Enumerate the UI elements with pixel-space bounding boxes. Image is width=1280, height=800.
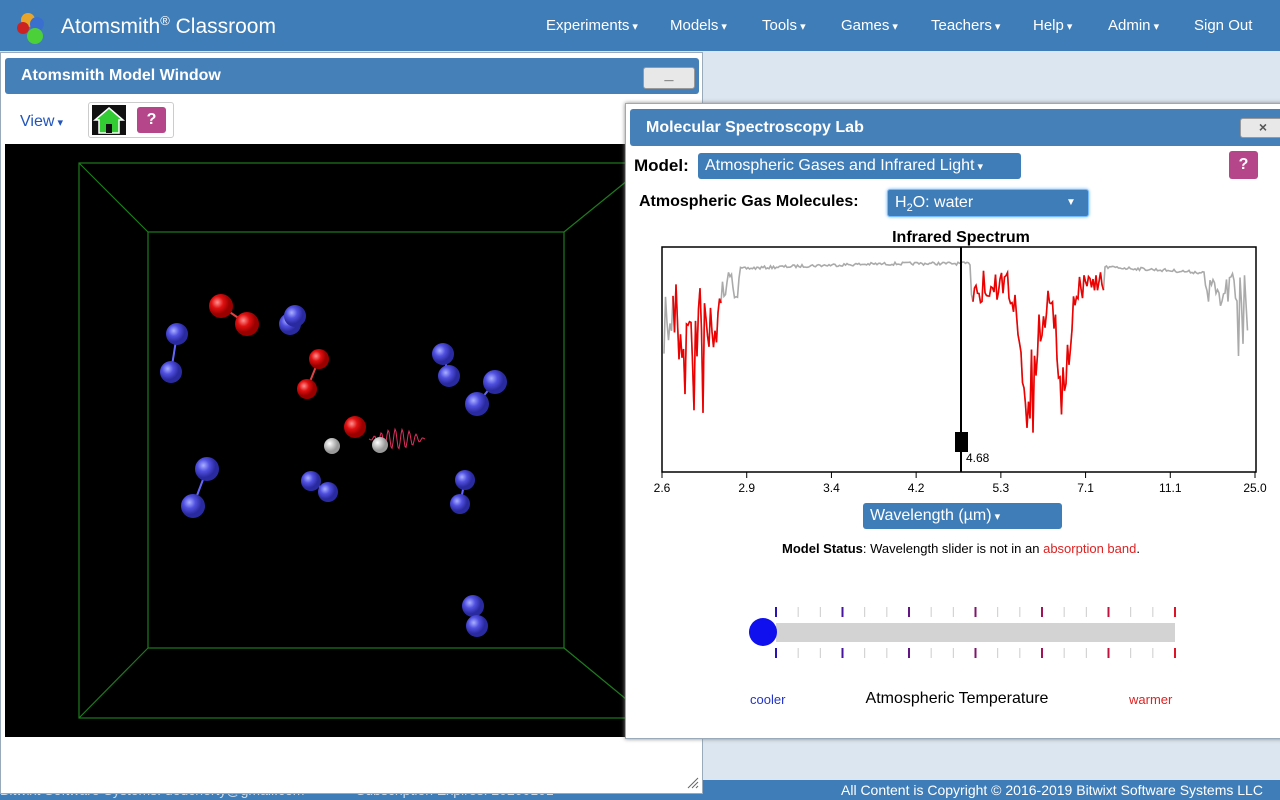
menu-item[interactable]: Models [670, 17, 727, 34]
model-window: Atomsmith Model Window _ View ? [0, 52, 703, 794]
lab-window: Molecular Spectroscopy Lab × Model: Atmo… [625, 103, 1280, 739]
warmer-label: warmer [1129, 692, 1173, 707]
gas-formula: H [895, 194, 907, 211]
status-highlight: absorption band [1043, 541, 1137, 556]
resize-handle[interactable] [687, 777, 699, 789]
toolbar: ? [88, 102, 174, 138]
menu-item[interactable]: Admin [1108, 17, 1159, 34]
lab-title: Molecular Spectroscopy Lab [646, 119, 864, 136]
status-text: : Wavelength slider is not in an [862, 541, 1044, 556]
brand-suffix: Classroom [175, 15, 276, 38]
close-button[interactable]: × [1240, 118, 1280, 138]
model-status: Model Status: Wavelength slider is not i… [626, 541, 1280, 556]
molecule-viewport [5, 144, 701, 737]
model-help-button[interactable]: ? [137, 107, 166, 133]
cooler-label: cooler [750, 692, 786, 707]
menu-item[interactable]: Teachers [931, 17, 1000, 34]
status-end: . [1136, 541, 1140, 556]
spectrum-title: Infrared Spectrum [892, 229, 1030, 246]
model-window-title: Atomsmith Model Window [21, 67, 221, 84]
lab-help-button[interactable]: ? [1229, 151, 1258, 179]
brand-name: Atomsmith [61, 15, 161, 38]
axis-select[interactable]: Wavelength (µm) [863, 503, 1062, 529]
model-label: Model: [634, 156, 689, 175]
temperature-label: Atmospheric Temperature [865, 690, 1049, 707]
lab-header: Molecular Spectroscopy Lab × [630, 109, 1280, 146]
sign-out[interactable]: Sign Out [1194, 17, 1253, 34]
menu-item[interactable]: Experiments [546, 17, 638, 34]
model-select[interactable]: Atmospheric Gases and Infrared Light [698, 153, 1021, 179]
gas-subscript: 2 [906, 202, 913, 215]
gas-name: O: water [912, 194, 974, 211]
brand-sup: ® [160, 13, 170, 28]
menu-item[interactable]: Help [1033, 17, 1072, 34]
model-window-header: Atomsmith Model Window _ [5, 58, 699, 94]
view-menu[interactable]: View [20, 113, 63, 131]
footer-copyright: All Content is Copyright © 2016-2019 Bit… [841, 782, 1263, 798]
status-label: Model Status [782, 541, 863, 556]
home-button[interactable] [92, 105, 126, 135]
menu-item[interactable]: Tools [762, 17, 806, 34]
menu-item[interactable]: Games [841, 17, 898, 34]
navbar: Atomsmith® Classroom Experiments Models To… [0, 0, 1280, 51]
gas-label: Atmospheric Gas Molecules: [639, 193, 859, 210]
logo [17, 13, 44, 44]
minimize-button[interactable]: _ [643, 67, 695, 89]
gas-select[interactable]: H2O: water ▼ [887, 189, 1089, 217]
brand[interactable]: Atomsmith® Classroom [61, 13, 276, 39]
